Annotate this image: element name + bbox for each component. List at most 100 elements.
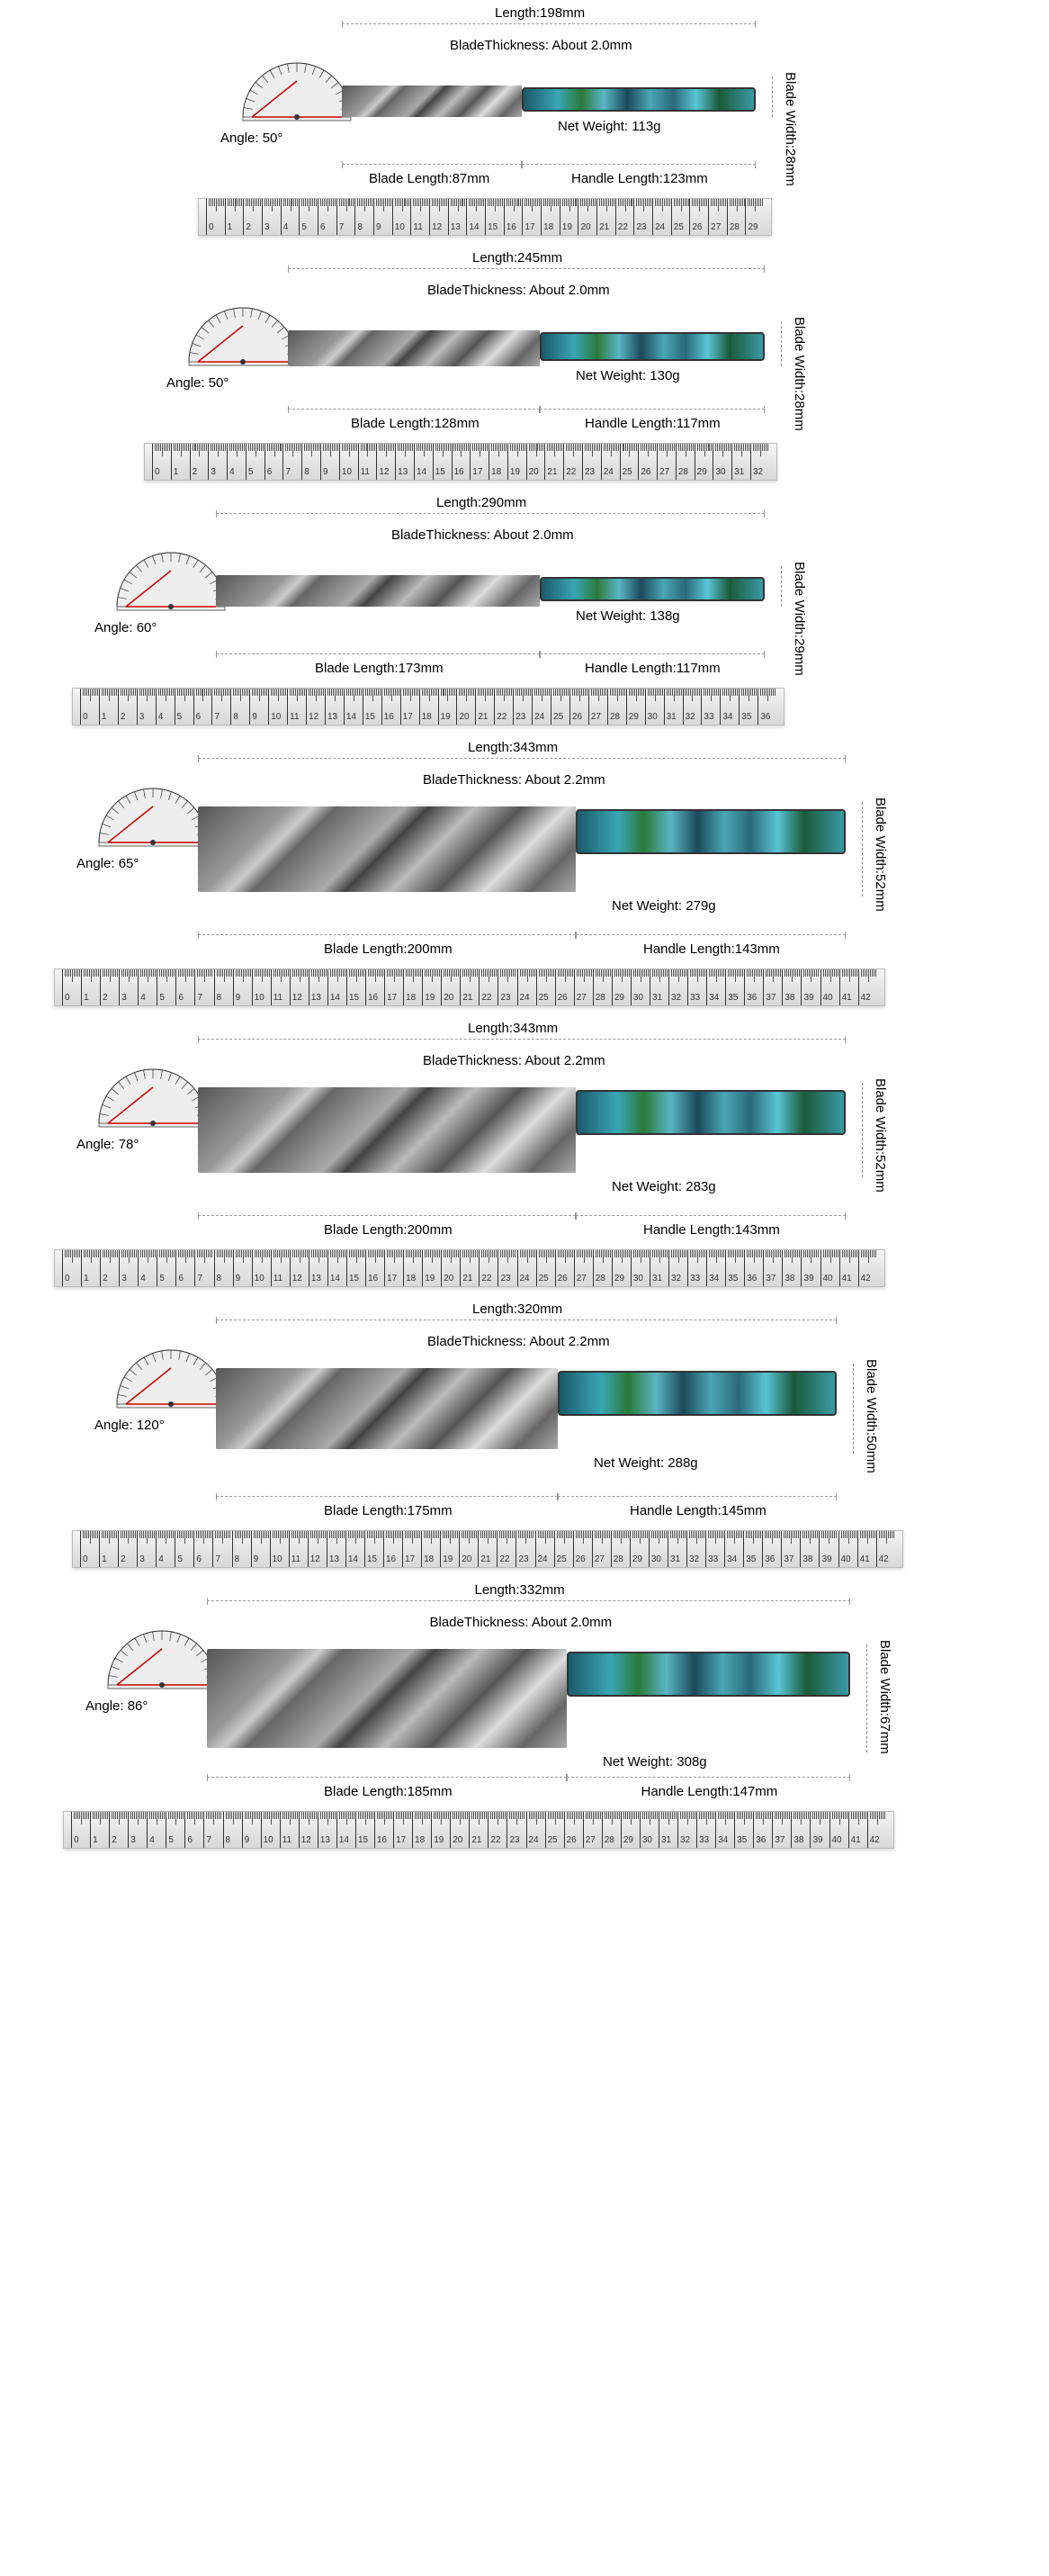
knife-handle bbox=[576, 1090, 846, 1135]
net-weight-label: Net Weight: 130g bbox=[576, 368, 680, 383]
angle-label: Angle: 120° bbox=[94, 1418, 165, 1433]
protractor-icon bbox=[99, 1622, 225, 1694]
knife-blade bbox=[207, 1649, 567, 1748]
protractor-icon bbox=[108, 544, 234, 616]
net-weight-label: Net Weight: 138g bbox=[576, 608, 680, 624]
length-bracket bbox=[198, 1039, 846, 1048]
length-bracket bbox=[342, 23, 756, 32]
length-label: Length:290mm bbox=[436, 495, 526, 510]
knife-spec-infographic: Length:198mm BladeThickness: About 2.0mm… bbox=[36, 18, 1013, 1849]
knife-illustration bbox=[216, 1364, 837, 1463]
blade-width-label: Blade Width:52mm bbox=[873, 1078, 888, 1193]
blade-width-label: Blade Width:50mm bbox=[864, 1359, 879, 1473]
knife-spec-3: Length:343mm BladeThickness: About 2.2mm… bbox=[36, 752, 1013, 1006]
length-label: Length:245mm bbox=[472, 250, 562, 266]
blade-thickness-label: BladeThickness: About 2.2mm bbox=[423, 772, 605, 788]
protractor bbox=[90, 779, 216, 851]
handle-length-label: Handle Length:123mm bbox=[571, 171, 708, 186]
angle-label: Angle: 50° bbox=[166, 375, 229, 391]
handle-length-label: Handle Length:147mm bbox=[641, 1784, 778, 1799]
length-bracket bbox=[198, 758, 846, 767]
handle-length-label: Handle Length:143mm bbox=[643, 1222, 780, 1238]
ruler bbox=[54, 1249, 885, 1287]
knife-spec-4: Length:343mm BladeThickness: About 2.2mm… bbox=[36, 1033, 1013, 1287]
length-bracket bbox=[216, 513, 765, 522]
knife-handle bbox=[522, 87, 756, 112]
knife-blade bbox=[216, 1368, 558, 1449]
blade-width-bracket bbox=[853, 1364, 854, 1454]
knife-illustration bbox=[198, 1083, 846, 1186]
knife-handle bbox=[540, 577, 765, 601]
knife-spec-5: Length:320mm BladeThickness: About 2.2mm… bbox=[36, 1314, 1013, 1568]
net-weight-label: Net Weight: 279g bbox=[612, 898, 716, 914]
ruler bbox=[72, 688, 785, 725]
blade-thickness-label: BladeThickness: About 2.2mm bbox=[427, 1334, 610, 1349]
blade-width-bracket bbox=[862, 1083, 863, 1177]
length-label: Length:198mm bbox=[495, 5, 585, 21]
knife-blade bbox=[216, 575, 540, 607]
angle-label: Angle: 78° bbox=[76, 1137, 139, 1152]
protractor bbox=[234, 54, 360, 126]
blade-width-bracket bbox=[781, 566, 782, 607]
handle-length-label: Handle Length:117mm bbox=[585, 416, 721, 431]
blade-length-label: Blade Length:128mm bbox=[351, 416, 480, 431]
blade-width-label: Blade Width:28mm bbox=[783, 72, 798, 186]
ruler bbox=[144, 443, 777, 481]
protractor bbox=[108, 544, 234, 616]
length-label: Length:343mm bbox=[468, 740, 558, 755]
length-bracket bbox=[207, 1600, 850, 1609]
knife-illustration bbox=[198, 802, 846, 905]
handle-length-label: Handle Length:145mm bbox=[630, 1503, 767, 1518]
handle-length-label: Handle Length:143mm bbox=[643, 941, 780, 957]
blade-length-label: Blade Length:200mm bbox=[324, 1222, 453, 1238]
protractor-icon bbox=[108, 1341, 234, 1413]
protractor bbox=[99, 1622, 225, 1694]
knife-spec-2: Length:290mm BladeThickness: About 2.0mm… bbox=[36, 508, 1013, 725]
protractor-icon bbox=[90, 1060, 216, 1132]
length-bracket bbox=[288, 268, 765, 277]
net-weight-label: Net Weight: 113g bbox=[558, 119, 661, 134]
blade-length-label: Blade Length:185mm bbox=[324, 1784, 453, 1799]
knife-illustration bbox=[207, 1644, 850, 1761]
ruler bbox=[198, 198, 772, 236]
ruler bbox=[72, 1530, 903, 1568]
length-label: Length:332mm bbox=[475, 1582, 565, 1598]
blade-width-bracket bbox=[866, 1644, 867, 1752]
protractor-icon bbox=[180, 299, 306, 371]
blade-width-label: Blade Width:52mm bbox=[873, 797, 888, 912]
blade-thickness-label: BladeThickness: About 2.0mm bbox=[427, 283, 610, 298]
knife-spec-6: Length:332mm BladeThickness: About 2.0mm… bbox=[36, 1595, 1013, 1849]
knife-blade bbox=[198, 1087, 576, 1173]
handle-length-label: Handle Length:117mm bbox=[585, 661, 721, 676]
angle-label: Angle: 50° bbox=[220, 131, 282, 146]
knife-handle bbox=[567, 1652, 850, 1697]
net-weight-label: Net Weight: 308g bbox=[603, 1754, 707, 1770]
ruler bbox=[63, 1811, 894, 1849]
blade-width-label: Blade Width:28mm bbox=[792, 317, 807, 431]
knife-blade bbox=[198, 806, 576, 892]
blade-thickness-label: BladeThickness: About 2.2mm bbox=[423, 1053, 605, 1068]
angle-label: Angle: 86° bbox=[85, 1698, 148, 1714]
blade-length-label: Blade Length:175mm bbox=[324, 1503, 453, 1518]
net-weight-label: Net Weight: 288g bbox=[594, 1455, 698, 1471]
protractor bbox=[180, 299, 306, 371]
knife-handle bbox=[558, 1371, 837, 1416]
blade-thickness-label: BladeThickness: About 2.0mm bbox=[391, 527, 574, 543]
knife-spec-1: Length:245mm BladeThickness: About 2.0mm… bbox=[36, 263, 1013, 481]
blade-length-label: Blade Length:173mm bbox=[315, 661, 444, 676]
knife-handle bbox=[576, 809, 846, 854]
knife-illustration bbox=[216, 566, 765, 616]
knife-illustration bbox=[342, 77, 756, 126]
protractor bbox=[108, 1341, 234, 1413]
blade-width-bracket bbox=[862, 802, 863, 896]
blade-width-label: Blade Width:67mm bbox=[877, 1640, 892, 1754]
length-label: Length:320mm bbox=[472, 1302, 562, 1317]
ruler bbox=[54, 968, 885, 1006]
angle-label: Angle: 65° bbox=[76, 856, 139, 871]
knife-blade bbox=[342, 86, 522, 117]
blade-thickness-label: BladeThickness: About 2.0mm bbox=[430, 1615, 613, 1630]
blade-width-bracket bbox=[772, 77, 773, 117]
angle-label: Angle: 60° bbox=[94, 620, 157, 635]
blade-length-label: Blade Length:200mm bbox=[324, 941, 453, 957]
blade-length-label: Blade Length:87mm bbox=[369, 171, 489, 186]
